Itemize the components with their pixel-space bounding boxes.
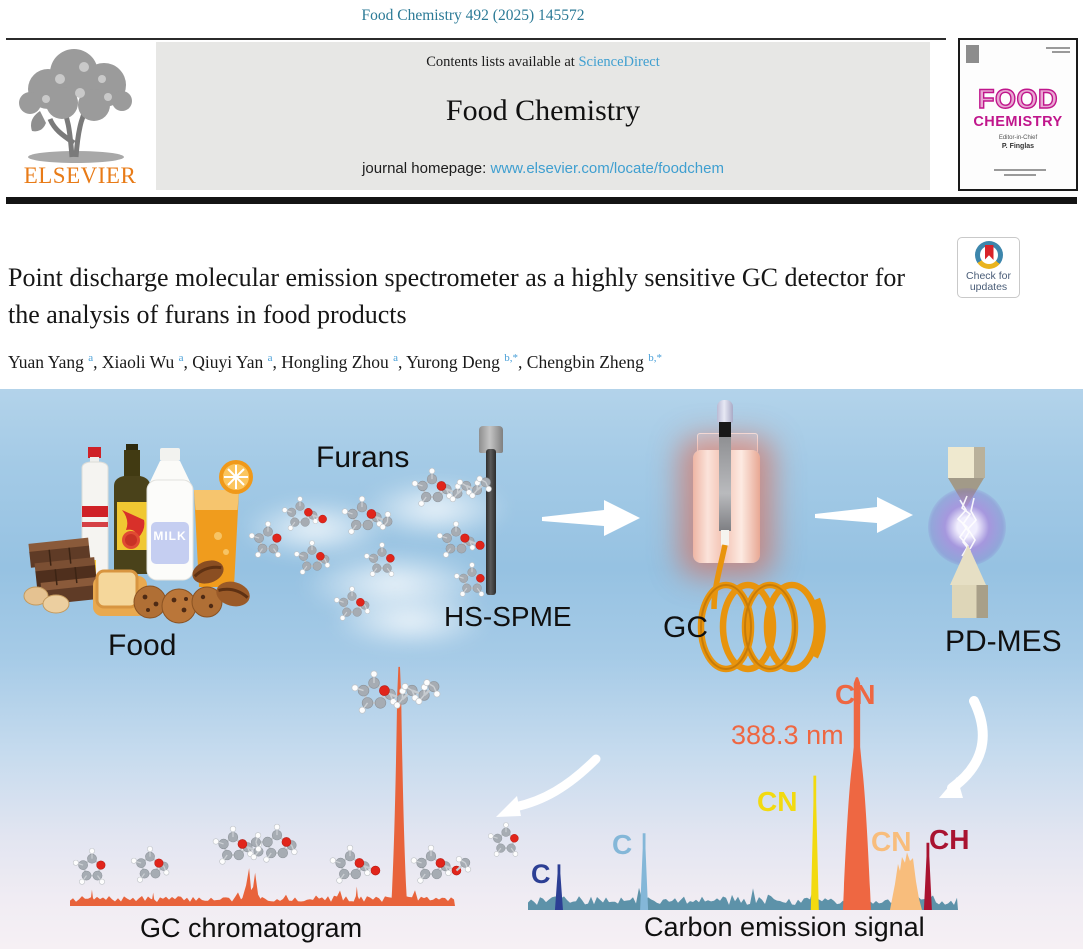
peak-label-ch: CH — [929, 824, 970, 855]
pdmes-bottom-electrode — [952, 585, 988, 618]
arrow-right-icon — [815, 497, 913, 533]
pdmes-bottom-cone — [950, 545, 986, 585]
cover-footer-bar — [994, 169, 1046, 171]
cover-footer-bar — [1004, 174, 1036, 176]
syringe-barrel — [719, 437, 731, 531]
curved-arrow-left-icon — [496, 754, 601, 817]
author: Qiuyi Yan a — [192, 352, 273, 372]
food-label: Food — [108, 629, 177, 662]
header-top-rule — [6, 38, 946, 40]
author: Xiaoli Wu a — [101, 352, 184, 372]
furan-molecule — [329, 844, 381, 884]
contents-line: Contents lists available at ScienceDirec… — [156, 54, 930, 71]
furan-molecule — [130, 846, 170, 883]
syringe-needle — [721, 530, 729, 546]
pd-mes-label: PD-MES — [945, 625, 1062, 658]
wavelength-label: 388.3 nm — [731, 720, 844, 750]
peak-label-cn-yellow: CN — [757, 786, 798, 817]
gc-coil — [697, 544, 826, 673]
bookmark-icon — [984, 245, 994, 260]
milk-label: MILK — [153, 529, 187, 543]
cover-editor-label: Editor-in-Chief — [998, 135, 1038, 141]
furan-molecule — [294, 540, 331, 575]
journal-header-box: Contents lists available at ScienceDirec… — [156, 42, 930, 190]
check-for-updates-badge[interactable]: Check for updates — [957, 237, 1020, 298]
cover-title-food: FOOD — [977, 83, 1058, 114]
cover-title-chemistry: CHEMISTRY — [973, 114, 1063, 130]
homepage-link[interactable]: www.elsevier.com/locate/foodchem — [490, 160, 724, 177]
hs-spme-label: HS-SPME — [444, 601, 572, 632]
syringe-cap — [717, 400, 733, 423]
badge-line1: Check for — [966, 270, 1011, 282]
curved-arrow-right-icon — [939, 696, 988, 798]
author-list: Yuan Yang a, Xiaoli Wu a, Qiuyi Yan a, H… — [8, 352, 663, 372]
furan-molecule — [72, 848, 106, 885]
badge-text: Check for updates — [958, 270, 1019, 294]
pdmes-top-electrode — [948, 447, 985, 478]
homepage-line: journal homepage: www.elsevier.com/locat… — [156, 160, 930, 177]
gc-label: GC — [663, 611, 708, 644]
author: Yurong Deng b,* — [406, 352, 519, 372]
peak-label-c2: C — [612, 829, 633, 860]
journal-name: Food Chemistry — [445, 94, 641, 127]
emission-caption: Carbon emission signal — [644, 912, 925, 942]
homepage-prefix: journal homepage: — [362, 160, 487, 177]
furan-molecule — [341, 495, 393, 535]
cover-mini-logo — [966, 45, 979, 63]
cover-editor-name: P. Finglas — [1001, 143, 1035, 150]
elsevier-tree-icon — [19, 49, 132, 163]
crossmark-icon — [974, 241, 1003, 269]
food-illustration — [23, 444, 253, 624]
furan-molecule — [454, 562, 485, 597]
syringe-body — [719, 422, 731, 438]
furan-molecule — [250, 823, 298, 863]
journal-cover: FOOD CHEMISTRY Editor-in-Chief P. Fingla… — [958, 38, 1078, 191]
sciencedirect-link[interactable]: ScienceDirect — [578, 54, 660, 70]
furan-molecule — [364, 542, 395, 577]
furan-molecule — [410, 844, 472, 884]
furan-molecule — [351, 670, 441, 714]
article-title: Point discharge molecular emission spect… — [8, 263, 906, 329]
author: Chengbin Zheng b,* — [526, 352, 663, 372]
contents-prefix: Contents lists available at — [426, 54, 575, 70]
furans-label: Furans — [316, 441, 410, 474]
chromatogram-caption: GC chromatogram — [140, 913, 363, 943]
molecules-overlay — [72, 467, 988, 885]
emission-signal-plot — [528, 677, 958, 910]
arrow-right-icon — [542, 500, 640, 536]
peak-label-cn-orange: CN — [871, 826, 912, 857]
furan-molecule — [411, 467, 492, 507]
cover-issn-bar — [1052, 51, 1070, 53]
peak-label-cn-main: CN — [835, 679, 876, 710]
header-thick-rule — [6, 197, 1077, 204]
peak-label-c1: C — [531, 859, 551, 889]
author: Yuan Yang a — [8, 352, 94, 372]
furan-molecule — [334, 586, 371, 621]
gc-chromatogram-plot — [70, 666, 455, 906]
furan-molecule — [282, 496, 327, 531]
journal-citation: Food Chemistry 492 (2025) 145572 — [361, 7, 585, 24]
furan-molecule — [248, 521, 282, 558]
author: Hongling Zhou a — [281, 352, 398, 372]
spme-fiber-cap — [479, 426, 503, 453]
cover-issn-bar — [1046, 47, 1070, 49]
badge-line2: updates — [969, 281, 1008, 294]
graphical-abstract: MILK — [0, 389, 1083, 949]
furan-molecule — [488, 822, 519, 857]
spme-fiber — [486, 449, 496, 595]
furan-molecule — [436, 521, 485, 558]
elsevier-wordmark: ELSEVIER — [23, 163, 137, 188]
